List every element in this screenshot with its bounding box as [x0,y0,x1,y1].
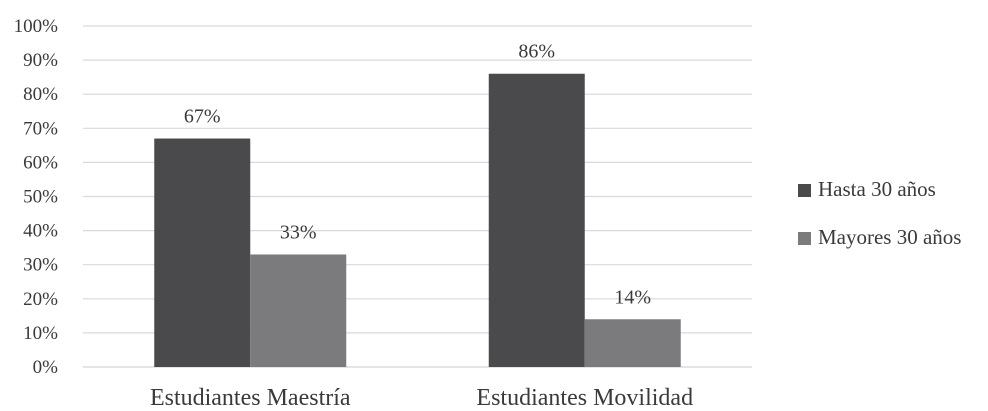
y-tick-label: 40% [23,221,58,242]
data-label: 33% [280,221,317,243]
y-tick-label: 90% [23,50,58,71]
legend-swatch [798,184,811,197]
category-label: Estudiantes Movilidad [476,385,693,411]
y-tick-label: 20% [23,289,58,310]
y-tick-label: 100% [14,16,59,37]
y-tick-label: 30% [23,255,58,276]
y-tick-label: 50% [23,187,58,208]
legend-swatch [798,232,811,245]
legend: Hasta 30 años Mayores 30 años [798,177,961,249]
y-tick-label: 10% [23,323,58,344]
legend-label: Mayores 30 años [818,225,961,249]
bar [488,73,585,368]
legend-label: Hasta 30 años [818,177,936,201]
category-labels: Estudiantes Maestría Estudiantes Movilida… [150,385,693,411]
y-axis-ticks: 0% 10% 20% 30% 40% 50% 60% 70% 80% 90% 100% [14,16,59,378]
data-label: 67% [184,106,221,128]
y-tick-label: 0% [33,357,59,378]
y-tick-label: 70% [23,118,58,139]
bars [154,73,681,368]
data-label: 86% [518,41,555,63]
data-labels: 67% 33% 86% 14% [184,41,651,309]
y-tick-label: 60% [23,152,58,173]
bar [250,254,347,367]
bar [154,138,251,367]
category-label: Estudiantes Maestría [150,385,351,411]
bar [584,319,681,367]
y-tick-label: 80% [23,84,58,105]
data-label: 14% [614,286,651,308]
